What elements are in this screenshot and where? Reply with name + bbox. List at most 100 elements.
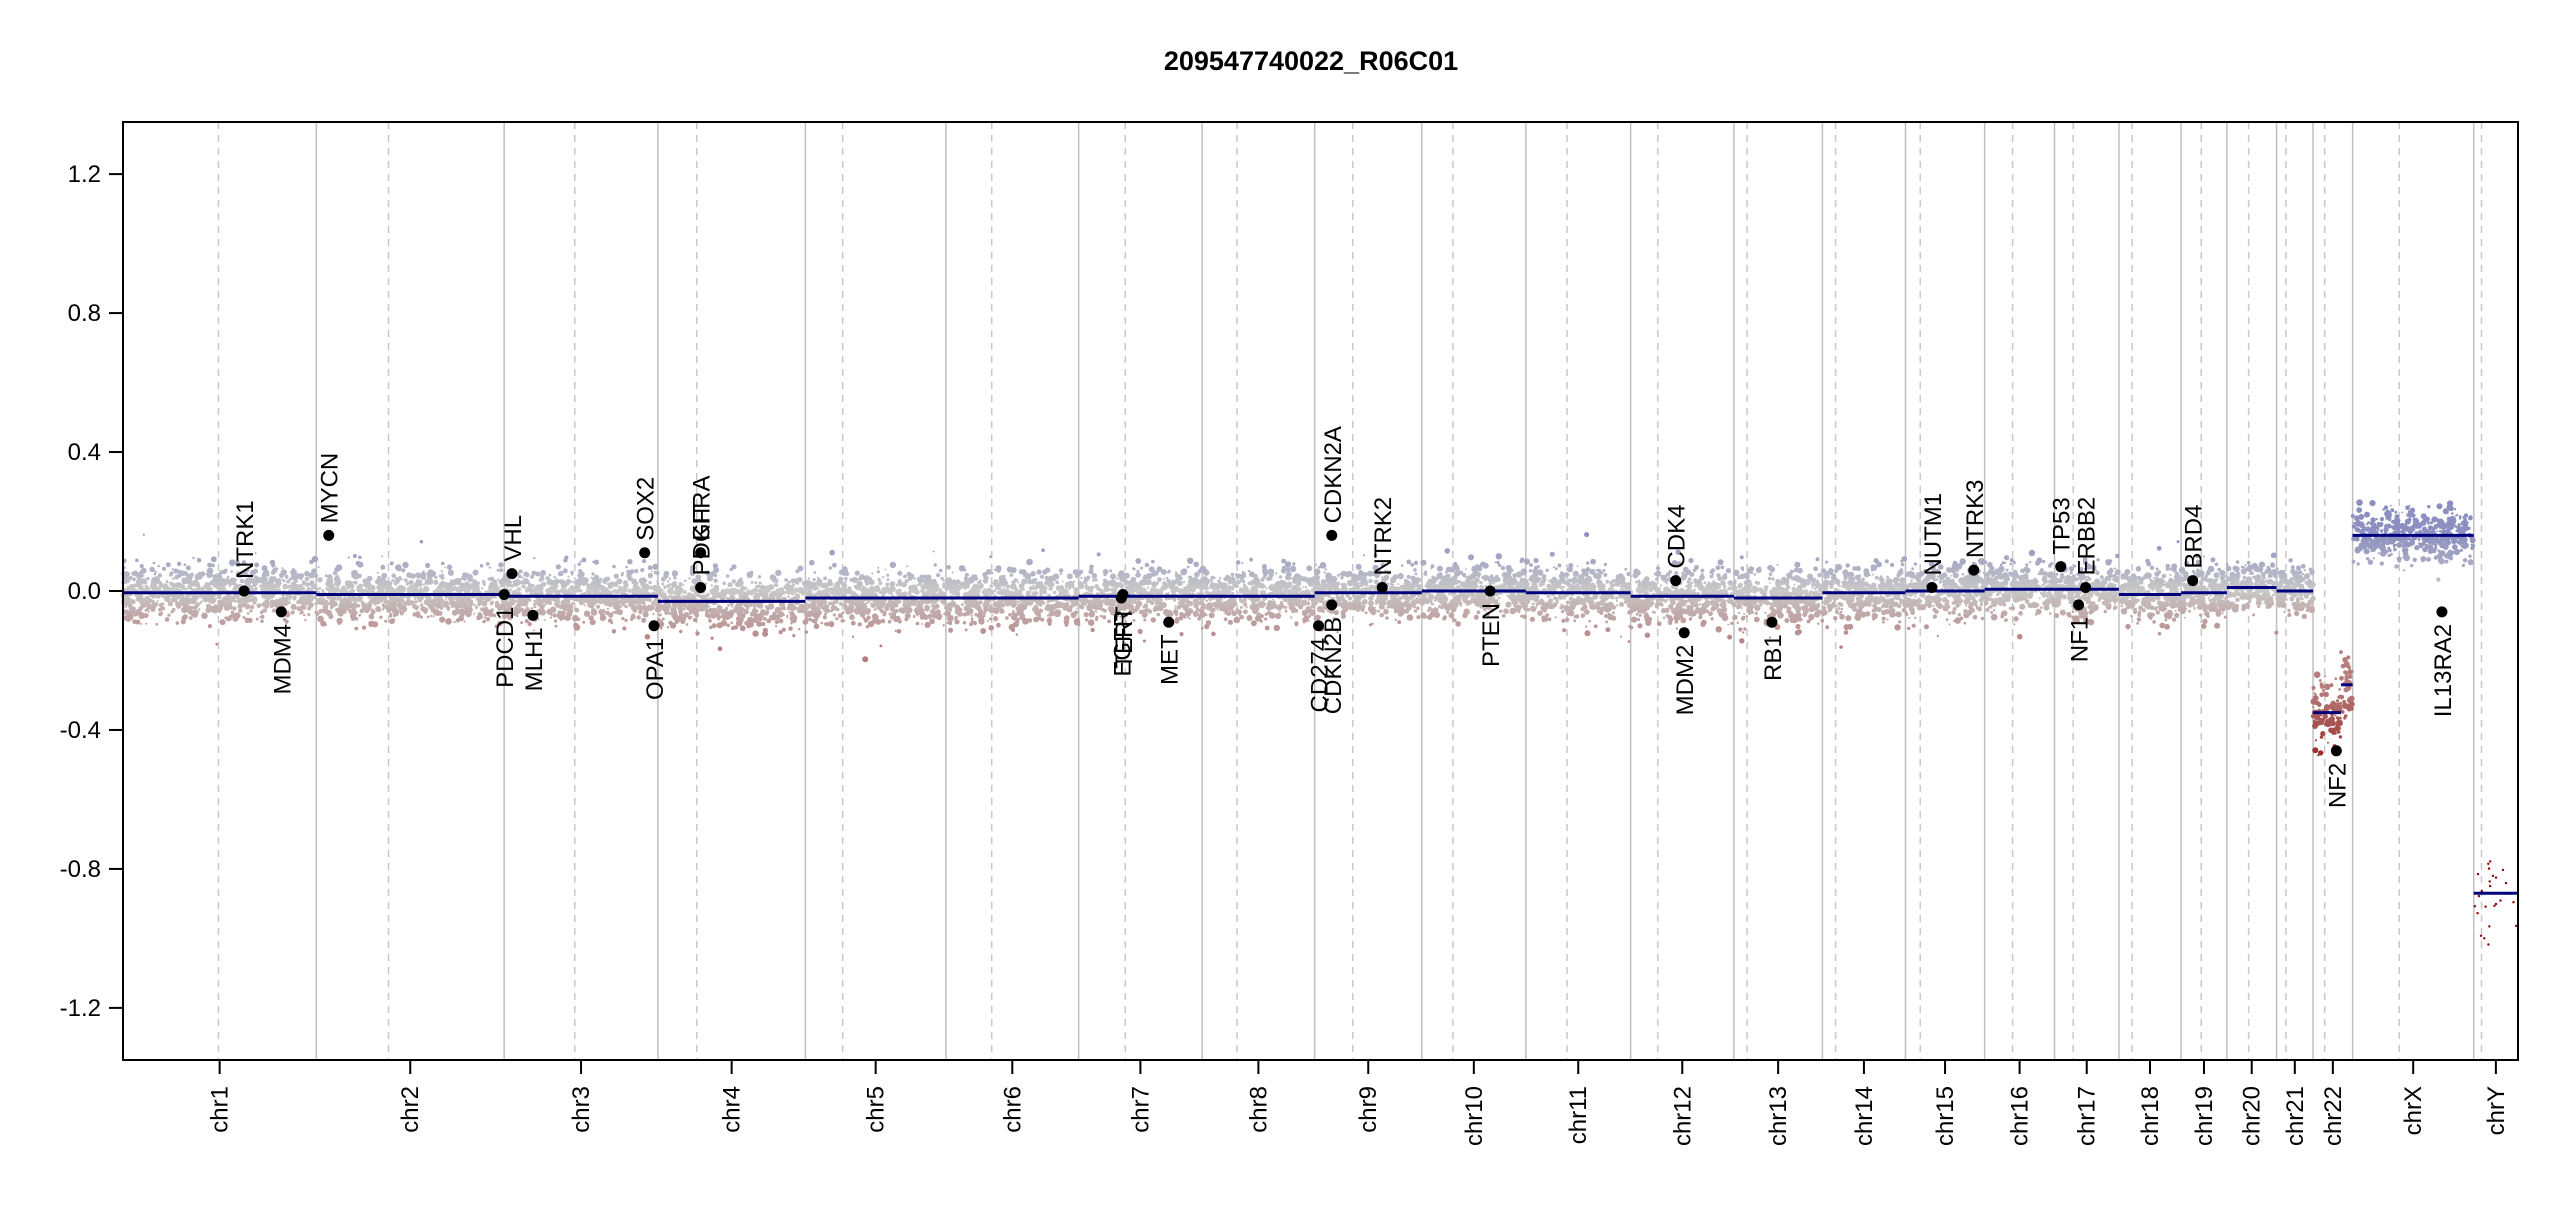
probe-point	[270, 594, 274, 598]
probe-point	[928, 614, 932, 618]
probe-point	[362, 626, 366, 630]
probe-point	[178, 570, 182, 574]
probe-point	[657, 583, 660, 586]
probe-point	[829, 550, 835, 556]
probe-point	[934, 563, 937, 566]
probe-point	[569, 598, 571, 600]
probe-point	[1206, 587, 1209, 590]
probe-point	[1165, 583, 1169, 587]
probe-point	[420, 572, 426, 578]
probe-point	[151, 568, 155, 572]
probe-point	[915, 608, 917, 610]
probe-point	[1262, 597, 1266, 601]
probe-point	[1111, 603, 1115, 607]
probe-point	[1068, 582, 1073, 587]
probe-point	[233, 581, 236, 584]
probe-point	[1272, 587, 1277, 592]
probe-point	[1214, 584, 1217, 587]
probe-point	[757, 585, 760, 588]
probe-point	[999, 578, 1004, 583]
probe-point	[1211, 582, 1213, 584]
probe-point	[968, 591, 970, 593]
probe-point	[1018, 581, 1020, 583]
probe-point	[827, 582, 831, 586]
probe-point	[1249, 571, 1255, 577]
probe-point	[643, 606, 650, 613]
probe-point	[1108, 588, 1111, 591]
probe-point	[1166, 579, 1170, 583]
probe-point	[746, 606, 750, 610]
probe-point	[259, 616, 261, 618]
probe-point	[322, 609, 325, 612]
probe-point	[779, 619, 784, 624]
probe-point	[998, 602, 1002, 606]
probe-point	[175, 601, 180, 606]
probe-point	[656, 607, 662, 613]
probe-point	[614, 605, 617, 608]
probe-point	[448, 583, 451, 586]
probe-point	[817, 626, 819, 628]
probe-point	[146, 577, 149, 580]
probe-point	[594, 609, 596, 611]
probe-point	[1283, 588, 1289, 594]
probe-point	[633, 609, 637, 613]
probe-point	[1088, 619, 1095, 626]
probe-point	[712, 623, 717, 628]
probe-point	[568, 588, 570, 590]
probe-point	[1295, 603, 1298, 606]
probe-point	[1117, 586, 1119, 588]
probe-point	[317, 579, 319, 581]
probe-point	[1175, 608, 1177, 610]
probe-point	[475, 606, 478, 609]
probe-point	[407, 600, 413, 606]
probe-point	[843, 603, 847, 607]
probe-point	[308, 602, 314, 608]
probe-point	[856, 608, 861, 613]
probe-point	[873, 614, 878, 619]
probe-point	[748, 622, 754, 628]
probe-point	[437, 596, 441, 600]
probe-point	[160, 605, 163, 608]
probe-point	[914, 578, 916, 580]
probe-point	[1226, 589, 1232, 595]
probe-point	[829, 566, 832, 569]
probe-point	[318, 566, 320, 568]
probe-point	[854, 609, 856, 611]
probe-point	[747, 590, 751, 594]
probe-point	[591, 572, 594, 575]
probe-point	[811, 602, 817, 608]
probe-point	[858, 577, 861, 580]
probe-point	[1302, 617, 1308, 623]
probe-point	[643, 584, 649, 590]
probe-point	[443, 603, 448, 608]
probe-point	[356, 604, 360, 608]
probe-point	[779, 630, 783, 634]
probe-point	[480, 607, 484, 611]
probe-point	[698, 595, 700, 597]
probe-point	[391, 573, 396, 578]
probe-point	[852, 636, 854, 638]
probe-point	[894, 610, 897, 613]
probe-point	[207, 568, 214, 575]
probe-point	[911, 584, 918, 591]
probe-point	[454, 587, 459, 592]
probe-point	[770, 574, 776, 580]
probe-point	[582, 558, 587, 563]
probe-point	[910, 600, 916, 606]
probe-point	[385, 585, 391, 591]
probe-point	[652, 564, 658, 570]
probe-point	[823, 615, 827, 619]
probe-point	[1147, 587, 1149, 589]
probe-point	[971, 620, 974, 623]
probe-point	[1035, 607, 1039, 611]
probe-point	[803, 606, 808, 611]
probe-point	[1073, 570, 1075, 572]
probe-point	[985, 602, 987, 604]
probe-point	[814, 612, 820, 618]
probe-point	[987, 588, 990, 591]
probe-point	[368, 621, 374, 627]
probe-point	[125, 606, 127, 608]
probe-point	[602, 580, 606, 584]
probe-point	[1151, 617, 1156, 622]
probe-point	[920, 617, 923, 620]
